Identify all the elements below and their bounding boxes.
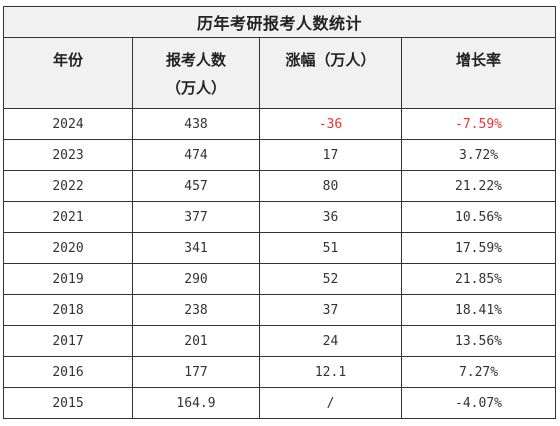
cell-applicants: 457 xyxy=(132,170,260,202)
cell-increase: 37 xyxy=(259,294,402,326)
cell-applicants: 177 xyxy=(132,356,260,388)
cell-growth-rate: 21.22% xyxy=(400,170,557,202)
table-body: 2024 438 -36 -7.59% 2023 474 17 3.72% 20… xyxy=(3,108,557,419)
table-row: 2020 341 51 17.59% xyxy=(3,232,557,264)
cell-year: 2018 xyxy=(3,294,133,326)
cell-increase: 80 xyxy=(259,170,402,202)
stats-table-container: 历年考研报考人数统计 年份 报考人数（万人） 涨幅（万人） 增长率 2024 4… xyxy=(2,6,557,422)
cell-applicants: 290 xyxy=(132,263,260,295)
table-title: 历年考研报考人数统计 xyxy=(2,6,557,38)
cell-increase: / xyxy=(259,387,402,419)
cell-growth-rate: 21.85% xyxy=(400,263,557,295)
table-row: 2022 457 80 21.22% xyxy=(3,170,557,202)
cell-applicants: 474 xyxy=(132,139,260,171)
cell-growth-rate: 3.72% xyxy=(400,139,557,171)
header-year: 年份 xyxy=(3,37,133,109)
header-growth-rate: 增长率 xyxy=(400,37,557,109)
table-row: 2019 290 52 21.85% xyxy=(3,263,557,295)
cell-growth-rate: -4.07% xyxy=(400,387,557,419)
cell-increase: 51 xyxy=(259,232,402,264)
cell-applicants: 438 xyxy=(132,108,260,140)
table-row: 2015 164.9 / -4.07% xyxy=(3,387,557,419)
cell-growth-rate: 7.27% xyxy=(400,356,557,388)
header-applicants: 报考人数（万人） xyxy=(132,37,260,109)
cell-increase: 52 xyxy=(259,263,402,295)
cell-year: 2021 xyxy=(3,201,133,233)
cell-growth-rate: 18.41% xyxy=(400,294,557,326)
table-row: 2021 377 36 10.56% xyxy=(3,201,557,233)
table-row: 2024 438 -36 -7.59% xyxy=(3,108,557,140)
table-row: 2023 474 17 3.72% xyxy=(3,139,557,171)
cell-year: 2016 xyxy=(3,356,133,388)
table-row: 2016 177 12.1 7.27% xyxy=(3,356,557,388)
cell-year: 2019 xyxy=(3,263,133,295)
cell-year: 2023 xyxy=(3,139,133,171)
cell-increase: 12.1 xyxy=(259,356,402,388)
cell-year: 2024 xyxy=(3,108,133,140)
cell-increase: 36 xyxy=(259,201,402,233)
cell-applicants: 238 xyxy=(132,294,260,326)
cell-increase: 17 xyxy=(259,139,402,171)
cell-applicants: 164.9 xyxy=(132,387,260,419)
cell-year: 2017 xyxy=(3,325,133,357)
cell-applicants: 377 xyxy=(132,201,260,233)
cell-increase: 24 xyxy=(259,325,402,357)
cell-increase: -36 xyxy=(259,108,402,140)
table-row: 2018 238 37 18.41% xyxy=(3,294,557,326)
cell-growth-rate: 13.56% xyxy=(400,325,557,357)
cell-growth-rate: -7.59% xyxy=(400,108,557,140)
cell-applicants: 201 xyxy=(132,325,260,357)
header-increase: 涨幅（万人） xyxy=(259,37,402,109)
cell-year: 2022 xyxy=(3,170,133,202)
cell-growth-rate: 10.56% xyxy=(400,201,557,233)
cell-year: 2015 xyxy=(3,387,133,419)
cell-year: 2020 xyxy=(3,232,133,264)
applicant-stats-table: 历年考研报考人数统计 年份 报考人数（万人） 涨幅（万人） 增长率 2024 4… xyxy=(2,6,557,419)
cell-growth-rate: 17.59% xyxy=(400,232,557,264)
table-row: 2017 201 24 13.56% xyxy=(3,325,557,357)
cell-applicants: 341 xyxy=(132,232,260,264)
